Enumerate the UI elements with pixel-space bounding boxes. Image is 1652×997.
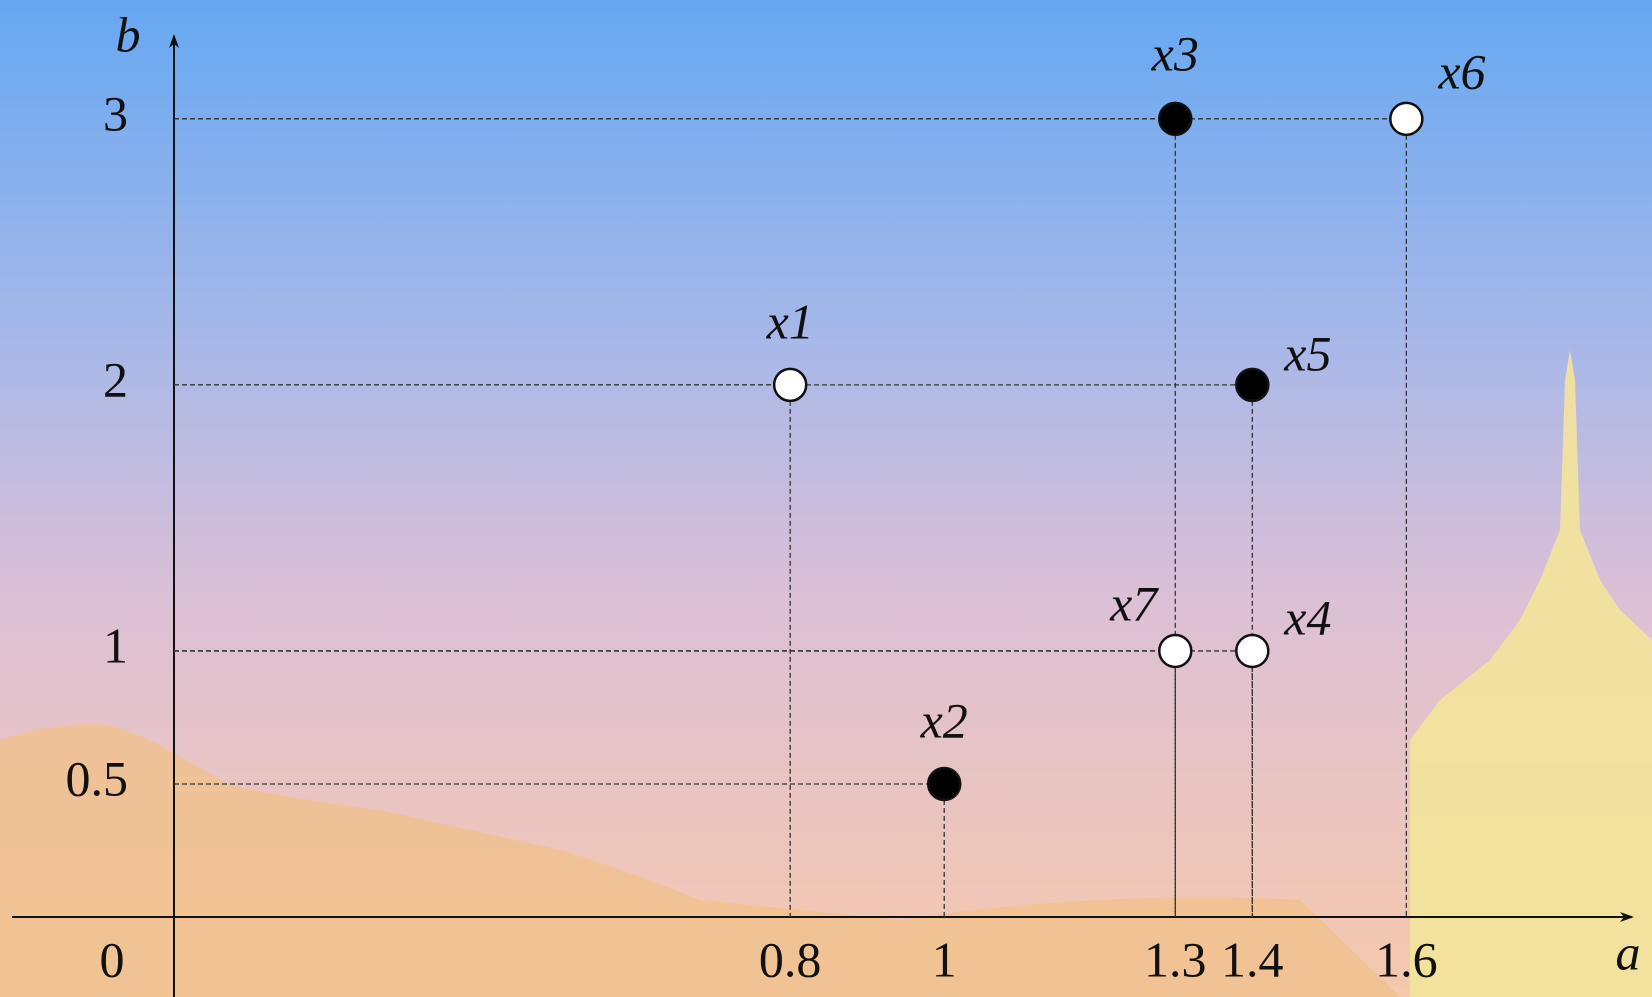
y-axis-title: b xyxy=(116,6,141,62)
x-tick-label: 1 xyxy=(932,931,957,987)
point-label: x6 xyxy=(1437,43,1485,99)
chart: a b 0 0.8 1 1.31.4 1.6 0.5 1 2 3 x1 x2 x3 x4 x5 x6 x7 xyxy=(0,0,1652,997)
point xyxy=(1159,635,1191,667)
point-label: x2 xyxy=(920,692,968,748)
x-tick-label: 1.6 xyxy=(1375,931,1438,987)
point-label: x7 xyxy=(1109,575,1159,631)
y-tick-label: 0.5 xyxy=(66,750,129,806)
x-tick-label: 0.8 xyxy=(759,931,822,987)
point-label: x5 xyxy=(1283,325,1331,381)
x-tick-label: 0 xyxy=(100,931,125,987)
y-tick-label: 3 xyxy=(103,85,128,141)
point xyxy=(1159,103,1191,135)
point xyxy=(1390,103,1422,135)
x-axis-title: a xyxy=(1616,924,1641,980)
point xyxy=(928,768,960,800)
y-tick-label: 2 xyxy=(103,351,128,407)
x-tick-label: 1.4 xyxy=(1221,931,1284,987)
point-label: x1 xyxy=(766,293,814,349)
point xyxy=(774,369,806,401)
point xyxy=(1236,635,1268,667)
x-tick-label: 1.3 xyxy=(1144,931,1207,987)
point xyxy=(1236,369,1268,401)
y-tick-label: 1 xyxy=(103,617,128,673)
point-label: x3 xyxy=(1151,25,1199,81)
point-label: x4 xyxy=(1283,589,1331,645)
page: {"chart_data": {"type": "scatter", "x_la… xyxy=(0,0,1652,997)
